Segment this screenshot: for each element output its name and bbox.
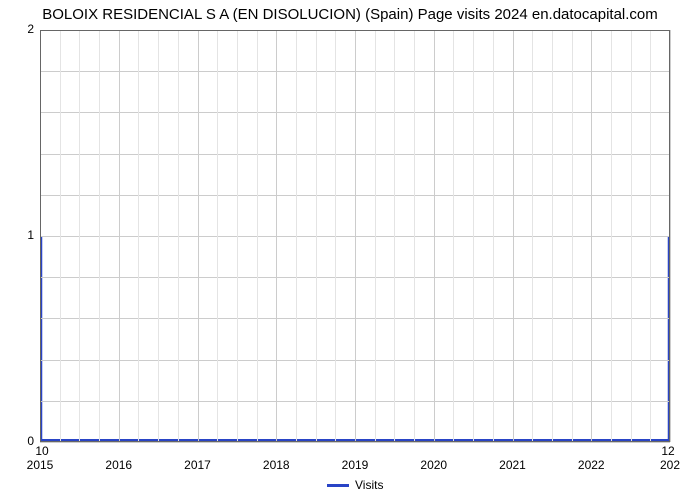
x-tick-label: 2019 — [335, 458, 375, 472]
legend-swatch-icon — [327, 484, 349, 487]
x-secondary-right-label: 12 — [656, 444, 680, 458]
x-tick-label: 202 — [650, 458, 690, 472]
x-tick-label: 2020 — [414, 458, 454, 472]
x-tick-label: 2016 — [99, 458, 139, 472]
y-tick-label: 2 — [10, 22, 34, 36]
plot-area — [40, 30, 670, 442]
legend: Visits — [327, 478, 383, 492]
x-tick-label: 2018 — [256, 458, 296, 472]
x-tick-label: 2021 — [493, 458, 533, 472]
y-tick-label: 1 — [10, 228, 34, 242]
x-tick-label: 2015 — [20, 458, 60, 472]
x-tick-label: 2022 — [571, 458, 611, 472]
legend-label: Visits — [355, 478, 383, 492]
chart-container: { "title": "BOLOIX RESIDENCIAL S A (EN D… — [0, 0, 700, 500]
x-tick-label: 2017 — [178, 458, 218, 472]
chart-title: BOLOIX RESIDENCIAL S A (EN DISOLUCION) (… — [0, 6, 700, 23]
x-secondary-left-label: 10 — [30, 444, 54, 458]
